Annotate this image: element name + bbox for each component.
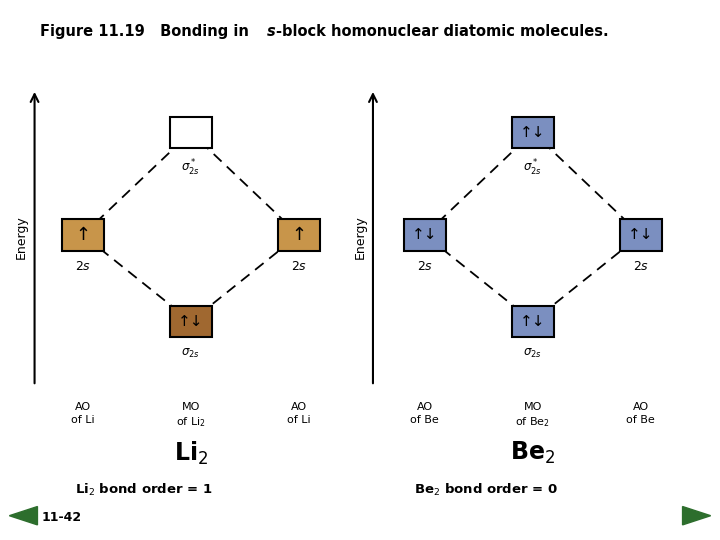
Text: $2s$: $2s$ [417, 260, 433, 273]
Text: AO
of Li: AO of Li [287, 402, 310, 424]
Text: $2s$: $2s$ [291, 260, 307, 273]
Bar [170, 117, 212, 148]
Text: Li$_2$ bond order = 1: Li$_2$ bond order = 1 [76, 482, 212, 498]
Bar [620, 219, 662, 251]
Bar [170, 306, 212, 337]
Text: AO
of Be: AO of Be [626, 402, 655, 424]
Text: Li$_2$: Li$_2$ [174, 440, 208, 467]
Text: ↑↓: ↑↓ [178, 314, 204, 329]
Text: 11-42: 11-42 [42, 511, 82, 524]
Text: Energy: Energy [354, 215, 366, 260]
Text: ↑: ↑ [291, 226, 307, 244]
Polygon shape [9, 507, 37, 525]
Text: -block homonuclear diatomic molecules.: -block homonuclear diatomic molecules. [276, 24, 608, 39]
Text: AO
of Li: AO of Li [71, 402, 94, 424]
Text: $2s$: $2s$ [633, 260, 649, 273]
Text: Be$_2$: Be$_2$ [510, 440, 555, 467]
Text: $\sigma_{2s}^*$: $\sigma_{2s}^*$ [181, 158, 200, 178]
Bar [512, 117, 554, 148]
Text: $2s$: $2s$ [75, 260, 91, 273]
Text: $\sigma_{2s}^*$: $\sigma_{2s}^*$ [523, 158, 542, 178]
Bar [278, 219, 320, 251]
Text: MO
of Be$_2$: MO of Be$_2$ [516, 402, 550, 429]
Text: ↑↓: ↑↓ [412, 227, 438, 242]
Bar [62, 219, 104, 251]
Bar [404, 219, 446, 251]
Text: ↑↓: ↑↓ [628, 227, 654, 242]
Bar [512, 306, 554, 337]
Text: Be$_2$ bond order = 0: Be$_2$ bond order = 0 [414, 482, 558, 498]
Text: ↑↓: ↑↓ [520, 314, 546, 329]
Text: ↑: ↑ [75, 226, 91, 244]
Text: s: s [267, 24, 276, 39]
Text: Figure 11.19   Bonding in: Figure 11.19 Bonding in [40, 24, 253, 39]
Text: ↑↓: ↑↓ [520, 125, 546, 140]
Text: $\sigma_{2s}$: $\sigma_{2s}$ [523, 347, 542, 360]
Text: MO
of Li$_2$: MO of Li$_2$ [176, 402, 206, 429]
Polygon shape [683, 507, 711, 525]
Text: Energy: Energy [15, 215, 28, 260]
Text: $\sigma_{2s}$: $\sigma_{2s}$ [181, 347, 200, 360]
Text: AO
of Be: AO of Be [410, 402, 439, 424]
